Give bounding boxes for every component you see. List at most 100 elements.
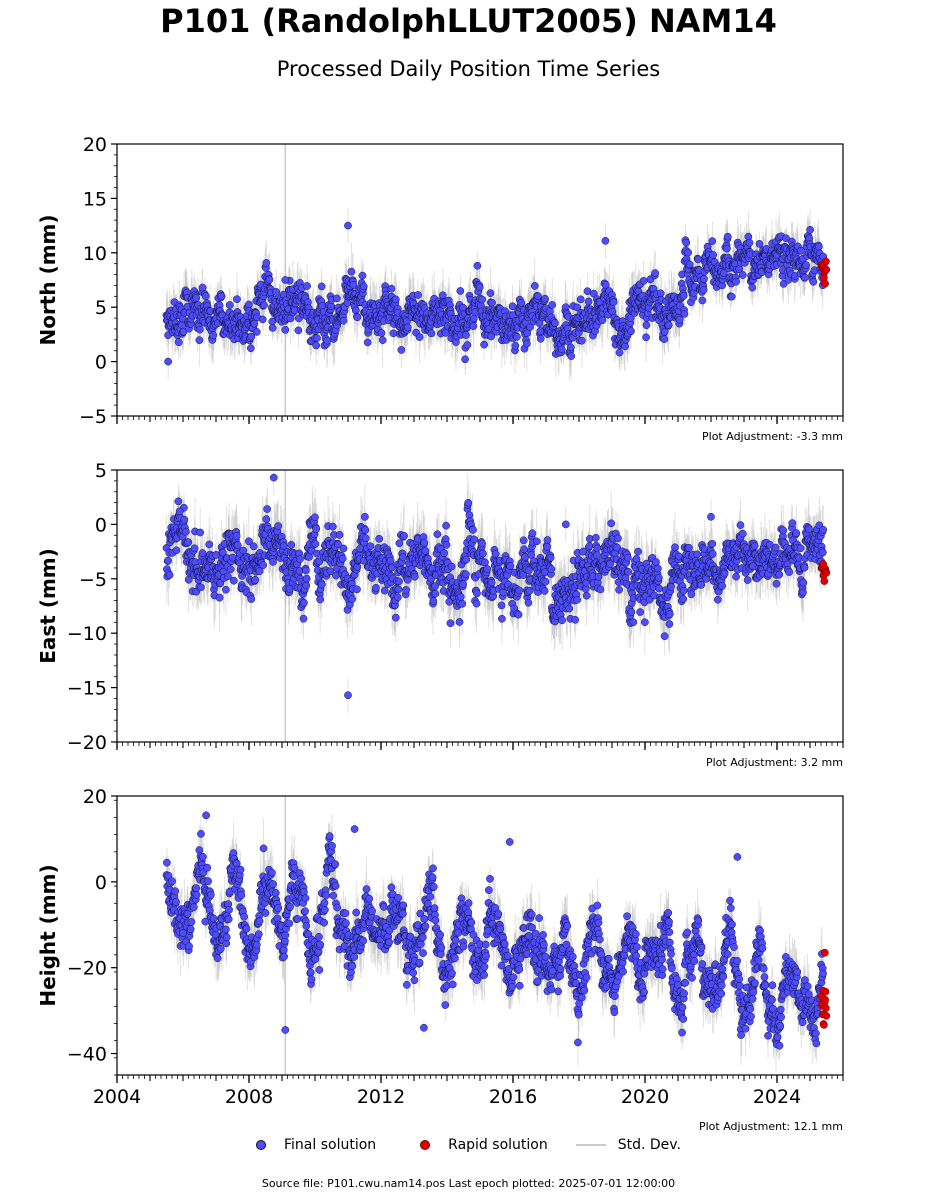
final-solution-point xyxy=(323,336,332,345)
final-solution-point xyxy=(415,333,424,341)
final-solution-point xyxy=(508,302,517,311)
final-solution-point xyxy=(578,336,586,345)
final-solution-point xyxy=(192,294,201,302)
final-solution-point xyxy=(397,346,406,354)
final-solution-point xyxy=(536,334,545,343)
final-solution-point xyxy=(598,316,607,325)
final-solution-point xyxy=(414,291,422,299)
final-solution-point xyxy=(755,240,764,248)
final-solution-point xyxy=(660,327,669,336)
final-solution-point xyxy=(353,313,362,322)
final-solution-point xyxy=(601,236,610,245)
final-solution-point xyxy=(378,336,387,344)
final-solution-point xyxy=(344,221,352,230)
final-solution-point xyxy=(226,301,234,309)
final-solution-point xyxy=(680,310,689,318)
final-solution-point xyxy=(486,289,495,298)
y-axis-label: North (mm) xyxy=(36,214,60,345)
final-solution-point xyxy=(358,271,367,280)
final-solution-point xyxy=(541,294,549,303)
final-solution-point xyxy=(523,339,531,348)
final-solution-point xyxy=(359,282,368,291)
final-solution-point xyxy=(313,334,321,342)
final-solution-point xyxy=(719,269,728,278)
final-solution-point xyxy=(463,341,472,349)
final-solution-point xyxy=(621,342,629,351)
final-solution-point xyxy=(209,331,218,340)
final-solution-point xyxy=(178,321,186,330)
final-solution-point xyxy=(557,345,566,354)
final-solution-point xyxy=(601,280,610,289)
final-solution-point xyxy=(195,336,204,345)
final-solution-point xyxy=(573,303,582,312)
final-solution-point xyxy=(245,300,253,309)
final-solution-point xyxy=(473,261,482,270)
final-solution-point xyxy=(675,315,684,324)
final-solution-point xyxy=(709,251,717,259)
y-tick-label: 15 xyxy=(83,188,107,210)
final-solution-point xyxy=(427,329,436,338)
final-solution-point xyxy=(272,288,281,296)
final-solution-point xyxy=(732,277,740,286)
final-solution-point xyxy=(513,332,521,341)
final-solution-point xyxy=(576,295,585,304)
final-solution-point xyxy=(797,246,805,255)
plot-area xyxy=(162,470,831,742)
rapid-solution-point xyxy=(822,265,831,274)
final-solution-point xyxy=(782,234,790,243)
final-solution-point xyxy=(198,283,207,292)
y-tick-label: 10 xyxy=(83,243,107,265)
final-solution-point xyxy=(723,232,732,241)
final-solution-point xyxy=(461,355,469,364)
final-solution-point xyxy=(281,276,290,284)
final-solution-point xyxy=(809,277,818,286)
final-solution-point xyxy=(349,281,358,289)
final-solution-point xyxy=(475,283,484,292)
final-solution-point xyxy=(268,324,277,332)
final-solution-point xyxy=(584,297,593,306)
final-solution-point xyxy=(682,238,691,247)
final-solution-point xyxy=(487,332,496,341)
y-tick-label: 5 xyxy=(95,297,107,319)
y-tick-label: 0 xyxy=(95,352,107,374)
final-solution-point xyxy=(260,301,268,310)
final-solution-point xyxy=(642,321,651,330)
rapid-solution-point xyxy=(822,257,830,266)
final-solution-point xyxy=(694,255,702,264)
final-solution-point xyxy=(258,315,267,324)
final-solution-point xyxy=(233,295,241,304)
chart-title: P101 (RandolphLLUT2005) NAM14 xyxy=(160,2,777,40)
final-solution-point xyxy=(201,292,210,300)
final-solution-point xyxy=(174,338,183,347)
final-solution-point xyxy=(609,298,618,307)
final-solution-point xyxy=(526,323,534,331)
final-solution-point xyxy=(517,298,526,307)
final-solution-point xyxy=(700,275,708,283)
final-solution-point xyxy=(478,295,486,304)
final-solution-point xyxy=(738,271,747,279)
final-solution-point xyxy=(698,296,707,305)
final-solution-point xyxy=(217,292,226,300)
final-solution-point xyxy=(748,283,757,292)
final-solution-point xyxy=(294,326,303,335)
final-solution-point xyxy=(377,329,386,337)
final-solution-point xyxy=(801,273,809,282)
final-solution-point xyxy=(664,321,673,329)
final-solution-point xyxy=(727,292,736,301)
final-solution-point xyxy=(195,325,204,334)
final-solution-point xyxy=(488,298,496,307)
final-solution-point xyxy=(806,225,814,234)
final-solution-point xyxy=(530,282,539,290)
final-solution-point xyxy=(312,341,321,350)
final-solution-point xyxy=(615,348,624,357)
final-solution-point xyxy=(332,294,341,303)
final-solution-point xyxy=(699,285,708,294)
final-solution-point xyxy=(387,284,396,293)
final-solution-point xyxy=(548,301,557,309)
final-solution-point xyxy=(627,327,635,336)
final-solution-point xyxy=(252,328,261,336)
final-solution-point xyxy=(363,338,372,347)
final-solution-point xyxy=(814,242,823,251)
